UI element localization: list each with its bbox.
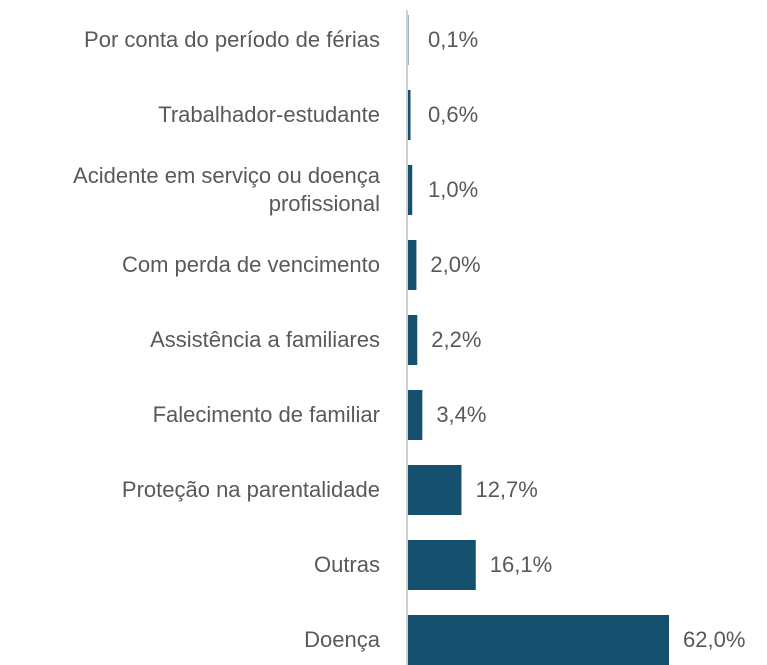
category-label: Assistência a familiares <box>150 327 380 352</box>
category-label: Falecimento de familiar <box>152 402 380 427</box>
category-label: Acidente em serviço ou doença profission… <box>73 163 380 216</box>
category-label: Outras <box>313 552 380 577</box>
data-label: 1,0% <box>428 177 479 202</box>
bar <box>408 240 417 290</box>
bar <box>408 465 462 515</box>
bar <box>408 540 476 590</box>
category-label: Com perda de vencimento <box>121 252 380 277</box>
data-label: 0,1% <box>428 27 479 52</box>
bar <box>408 615 670 665</box>
data-label: 0,6% <box>428 102 479 127</box>
category-label: Doença <box>304 627 380 652</box>
data-label: 3,4% <box>436 402 487 427</box>
bar <box>408 390 423 440</box>
bar <box>408 90 411 140</box>
data-label: 2,0% <box>430 252 481 277</box>
category-label: Proteção na parentalidade <box>121 477 380 502</box>
data-label: 12,7% <box>475 477 538 502</box>
category-label: Trabalhador-estudante <box>158 102 380 127</box>
category-label: Por conta do período de férias <box>84 27 380 52</box>
data-label: 62,0% <box>683 627 746 652</box>
data-label: 16,1% <box>489 552 553 577</box>
bar <box>408 165 413 215</box>
bar <box>408 315 418 365</box>
data-label: 2,2% <box>431 327 482 352</box>
